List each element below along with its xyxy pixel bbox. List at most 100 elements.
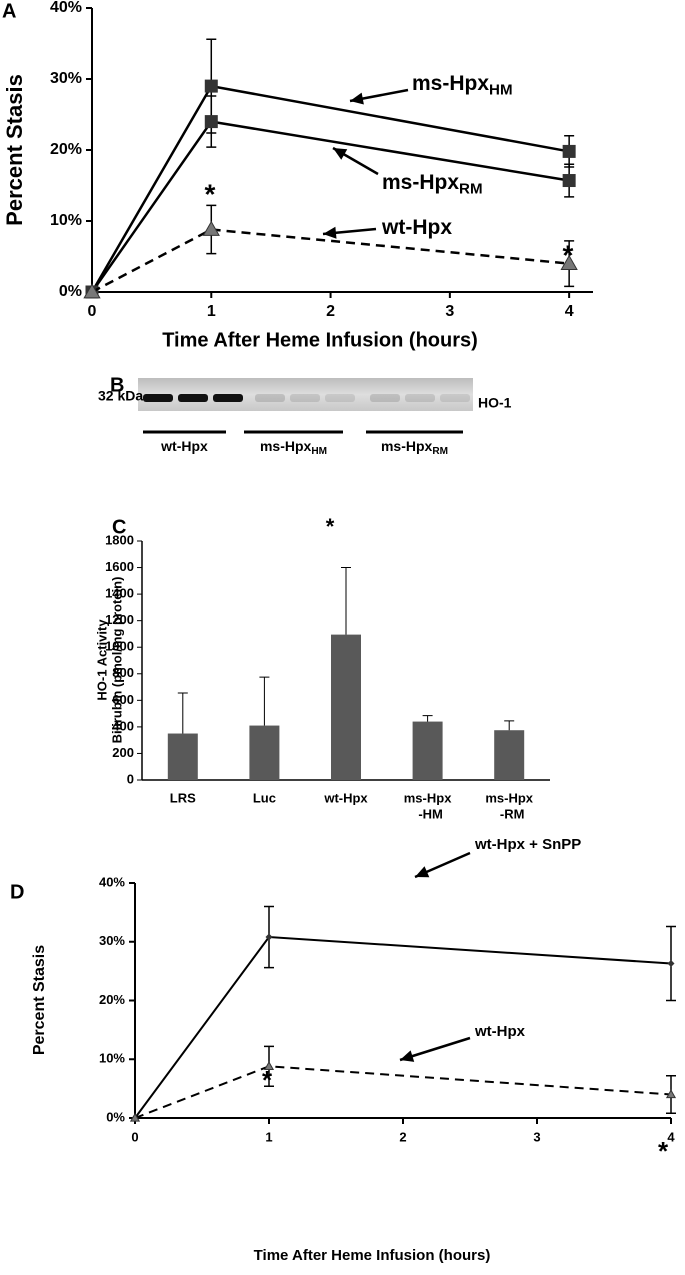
- blot-band: [143, 394, 173, 402]
- label: wt-Hpx: [381, 216, 452, 239]
- y-tick-label: 200: [112, 745, 134, 760]
- bar: [412, 721, 443, 780]
- series-line: [134, 1065, 672, 1119]
- annotation: *: [205, 178, 216, 209]
- marker: [202, 220, 220, 236]
- x-tick-label: 4: [667, 1129, 675, 1144]
- x-axis-title: Time After Heme Infusion (hours): [162, 329, 478, 351]
- y-tick-label: 0: [127, 771, 134, 786]
- x-axis-title: Time After Heme Infusion (hours): [254, 1247, 491, 1264]
- label: ms-HpxRM: [381, 438, 448, 457]
- label-subscript: HM: [489, 81, 513, 98]
- blot-band: [405, 394, 435, 402]
- arrow-head: [415, 866, 430, 878]
- y-tick-label: 1000: [105, 639, 134, 654]
- x-tick-label: LRS: [170, 790, 196, 805]
- label: wt-Hpx: [474, 1023, 526, 1040]
- x-tick-label: -HM: [418, 806, 443, 821]
- y-tick-label: 1200: [105, 612, 134, 627]
- x-tick-label: 3: [445, 303, 454, 320]
- series-line: [91, 228, 570, 294]
- label-text: wt-Hpx: [474, 1023, 526, 1040]
- annotation: *: [658, 1136, 669, 1166]
- label-text: ms-Hpx: [412, 72, 489, 95]
- error-bar: [259, 676, 270, 726]
- marker: [667, 959, 675, 967]
- label-text: ms-Hpx: [260, 438, 312, 454]
- blot-band: [440, 394, 470, 402]
- x-tick-label: ms-Hpx: [485, 790, 533, 805]
- panel-letter: A: [2, 0, 16, 22]
- label-text: wt-Hpx: [381, 216, 452, 239]
- label-text: ms-Hpx: [381, 438, 433, 454]
- x-tick-label: 2: [399, 1129, 406, 1144]
- bar: [167, 733, 198, 780]
- y-tick-label: 800: [112, 665, 134, 680]
- label-text: wt-Hpx + SnPP: [474, 836, 581, 853]
- annotation: *: [563, 239, 574, 270]
- y-tick-label: 1400: [105, 586, 134, 601]
- y-tick-label: 400: [112, 718, 134, 733]
- arrow-head: [400, 1050, 415, 1062]
- y-axis-title: HO-1 Activity: [94, 619, 109, 701]
- y-tick-label: 20%: [50, 141, 82, 158]
- marker: [129, 1112, 141, 1122]
- y-tick-label: 30%: [99, 933, 125, 948]
- marker: [562, 174, 576, 188]
- y-tick-label: 40%: [99, 874, 125, 889]
- marker-label: 32 kDa: [98, 388, 143, 404]
- y-tick-label: 0%: [106, 1109, 125, 1124]
- error-bar: [177, 692, 188, 734]
- x-tick-label: 4: [565, 303, 574, 320]
- y-tick-label: 30%: [50, 70, 82, 87]
- marker: [204, 79, 218, 93]
- x-tick-label: 1: [207, 303, 216, 320]
- marker: [560, 254, 578, 270]
- y-axis-title: Bilirubin (pmol/mg protein): [109, 577, 124, 744]
- bar: [331, 634, 361, 780]
- panel-letter: D: [10, 881, 24, 903]
- blot-band: [178, 394, 208, 402]
- panel-letter: B: [110, 374, 124, 396]
- series-line: [90, 120, 570, 293]
- arrow-head: [350, 92, 364, 105]
- annotation: *: [326, 514, 335, 539]
- x-tick-label: 3: [533, 1129, 540, 1144]
- x-tick-label: wt-Hpx: [323, 790, 368, 805]
- blot-band: [290, 394, 320, 402]
- y-tick-label: 1600: [105, 559, 134, 574]
- label: ms-HpxHM: [260, 438, 327, 457]
- marker: [83, 283, 101, 299]
- arrow-head: [323, 226, 337, 239]
- label: ms-HpxRM: [382, 171, 483, 198]
- x-tick-label: 0: [88, 303, 97, 320]
- y-tick-label: 10%: [99, 1051, 125, 1066]
- label: wt-Hpx: [160, 438, 208, 454]
- x-tick-label: -RM: [500, 806, 525, 821]
- blot-band: [213, 394, 243, 402]
- marker: [263, 1061, 275, 1070]
- x-tick-label: ms-Hpx: [404, 790, 452, 805]
- x-tick-label: 2: [326, 303, 335, 320]
- error-bar: [504, 720, 515, 731]
- annotation: *: [262, 1065, 273, 1095]
- y-tick-label: 0%: [59, 283, 82, 300]
- error-bar: [341, 567, 351, 635]
- blot-band: [370, 394, 400, 402]
- series-line: [134, 936, 672, 1119]
- blot-band: [325, 394, 355, 402]
- error-bar: [422, 715, 433, 722]
- label-subscript: RM: [432, 446, 448, 457]
- y-tick-label: 20%: [99, 992, 125, 1007]
- label-subscript: RM: [459, 180, 483, 197]
- blot-band: [255, 394, 285, 402]
- y-tick-label: 40%: [50, 0, 82, 16]
- y-tick-label: 600: [112, 692, 134, 707]
- label-text: ms-Hpx: [382, 171, 459, 194]
- label: ms-HpxHM: [412, 72, 513, 99]
- bar: [249, 725, 280, 780]
- label: wt-Hpx + SnPP: [474, 836, 581, 853]
- x-tick-label: 0: [131, 1129, 138, 1144]
- marker: [204, 115, 218, 129]
